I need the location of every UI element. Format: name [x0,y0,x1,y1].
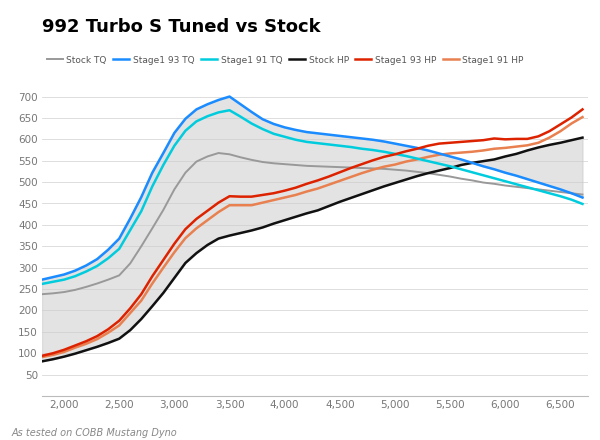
Text: As tested on COBB Mustang Dyno: As tested on COBB Mustang Dyno [12,428,178,438]
Legend: Stock TQ, Stage1 93 TQ, Stage1 91 TQ, Stock HP, Stage1 93 HP, Stage1 91 HP: Stock TQ, Stage1 93 TQ, Stage1 91 TQ, St… [47,55,524,65]
Text: 992 Turbo S Tuned vs Stock: 992 Turbo S Tuned vs Stock [42,18,320,36]
